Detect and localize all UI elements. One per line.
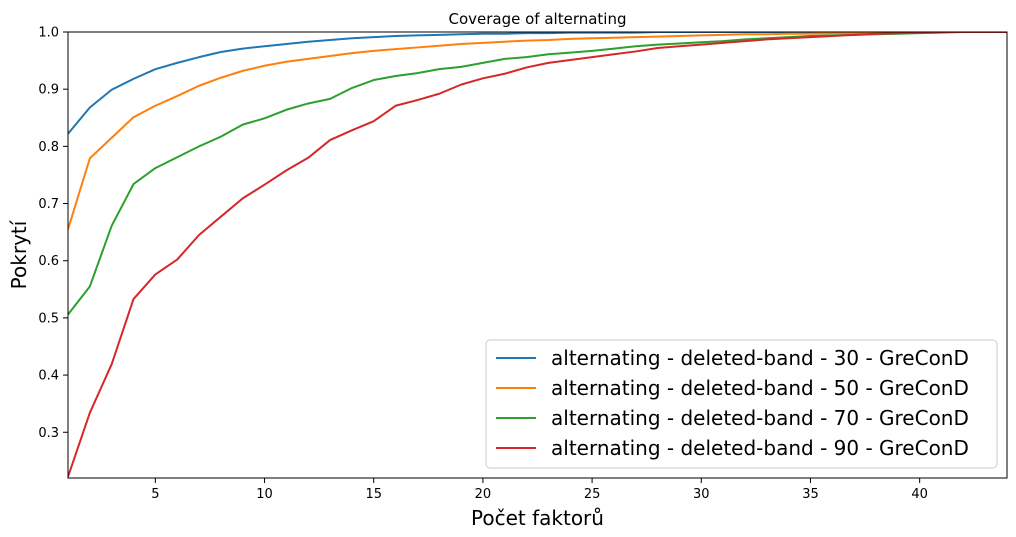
x-tick-label: 25 <box>584 487 601 502</box>
chart-legend: alternating - deleted-band - 30 - GreCon… <box>485 339 998 469</box>
y-tick-label: 0.8 <box>38 140 59 155</box>
legend-label-4: alternating - deleted-band - 90 - GreCon… <box>551 436 969 460</box>
y-tick-label: 0.3 <box>38 426 59 441</box>
series-line-4 <box>68 32 1007 478</box>
legend-label-2: alternating - deleted-band - 50 - GreCon… <box>551 376 969 400</box>
x-tick-label: 20 <box>475 487 492 502</box>
y-tick-label: 0.9 <box>38 83 59 98</box>
legend-label-3: alternating - deleted-band - 70 - GreCon… <box>551 406 969 430</box>
series-line-3 <box>68 32 1007 316</box>
x-tick-label: 40 <box>911 487 928 502</box>
series-line-2 <box>68 32 1007 230</box>
legend-label-1: alternating - deleted-band - 30 - GreCon… <box>551 346 969 370</box>
y-tick-label: 0.7 <box>38 197 59 212</box>
x-tick-label: 5 <box>151 487 159 502</box>
x-tick-label: 15 <box>365 487 382 502</box>
legend-box <box>485 339 998 469</box>
x-axis-label: Počet faktorů <box>471 506 604 530</box>
y-axis-label: Pokrytí <box>7 219 31 289</box>
y-tick-label: 0.5 <box>38 311 59 326</box>
x-tick-label: 10 <box>256 487 273 502</box>
series-line-1 <box>68 32 1007 135</box>
chart-title: Coverage of alternating <box>448 10 626 28</box>
x-tick-label: 35 <box>802 487 819 502</box>
series-lines-layer <box>68 32 1007 478</box>
plot-area-frame <box>67 31 1008 479</box>
x-tick-label: 30 <box>693 487 710 502</box>
axis-ticks-layer: 5 10 15 20 25 30 35 40 0.3 0.4 0.5 0.6 0.7 0.8 0.9 1.0 <box>38 26 928 503</box>
y-tick-label: 0.6 <box>38 254 59 269</box>
y-tick-label: 0.4 <box>38 369 59 384</box>
y-tick-label: 1.0 <box>38 26 59 41</box>
